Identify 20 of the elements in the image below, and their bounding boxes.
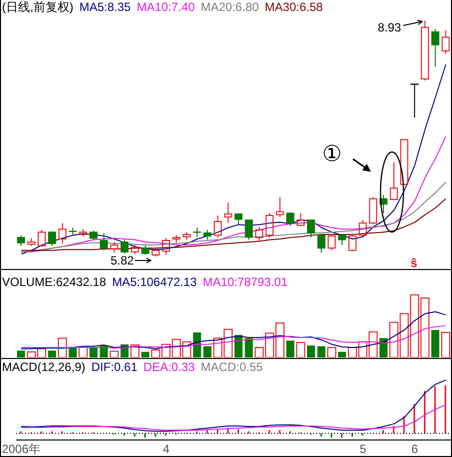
text: MA5:106472.13 <box>112 275 197 289</box>
x-tick-label: 6 <box>411 442 418 456</box>
annotation: ① <box>322 142 342 167</box>
text: MA5:8.35 <box>79 0 131 14</box>
text: DIF:0.61 <box>91 360 138 374</box>
text: MACD:0.55 <box>200 360 263 374</box>
x-tick-label: 4 <box>162 442 170 456</box>
x-tick-label: 2006年 <box>2 442 41 456</box>
text: MA20:6.80 <box>200 0 259 14</box>
text: MA30:6.58 <box>264 0 323 14</box>
text: MA10:78793.01 <box>202 275 288 289</box>
annotation: 8.93 <box>378 20 402 34</box>
chart-title: (日线,前复权) <box>2 0 74 14</box>
chart-title: MACD(12,26,9) <box>2 360 86 374</box>
text: MA10:7.40 <box>136 0 195 14</box>
x-tick-label: 5 <box>360 442 367 456</box>
annotation: 5.82 <box>110 253 134 268</box>
text: DEA:0.33 <box>143 360 195 374</box>
annotation: ŝ <box>410 256 418 270</box>
chart-title: VOLUME:62432.18 <box>2 275 106 289</box>
